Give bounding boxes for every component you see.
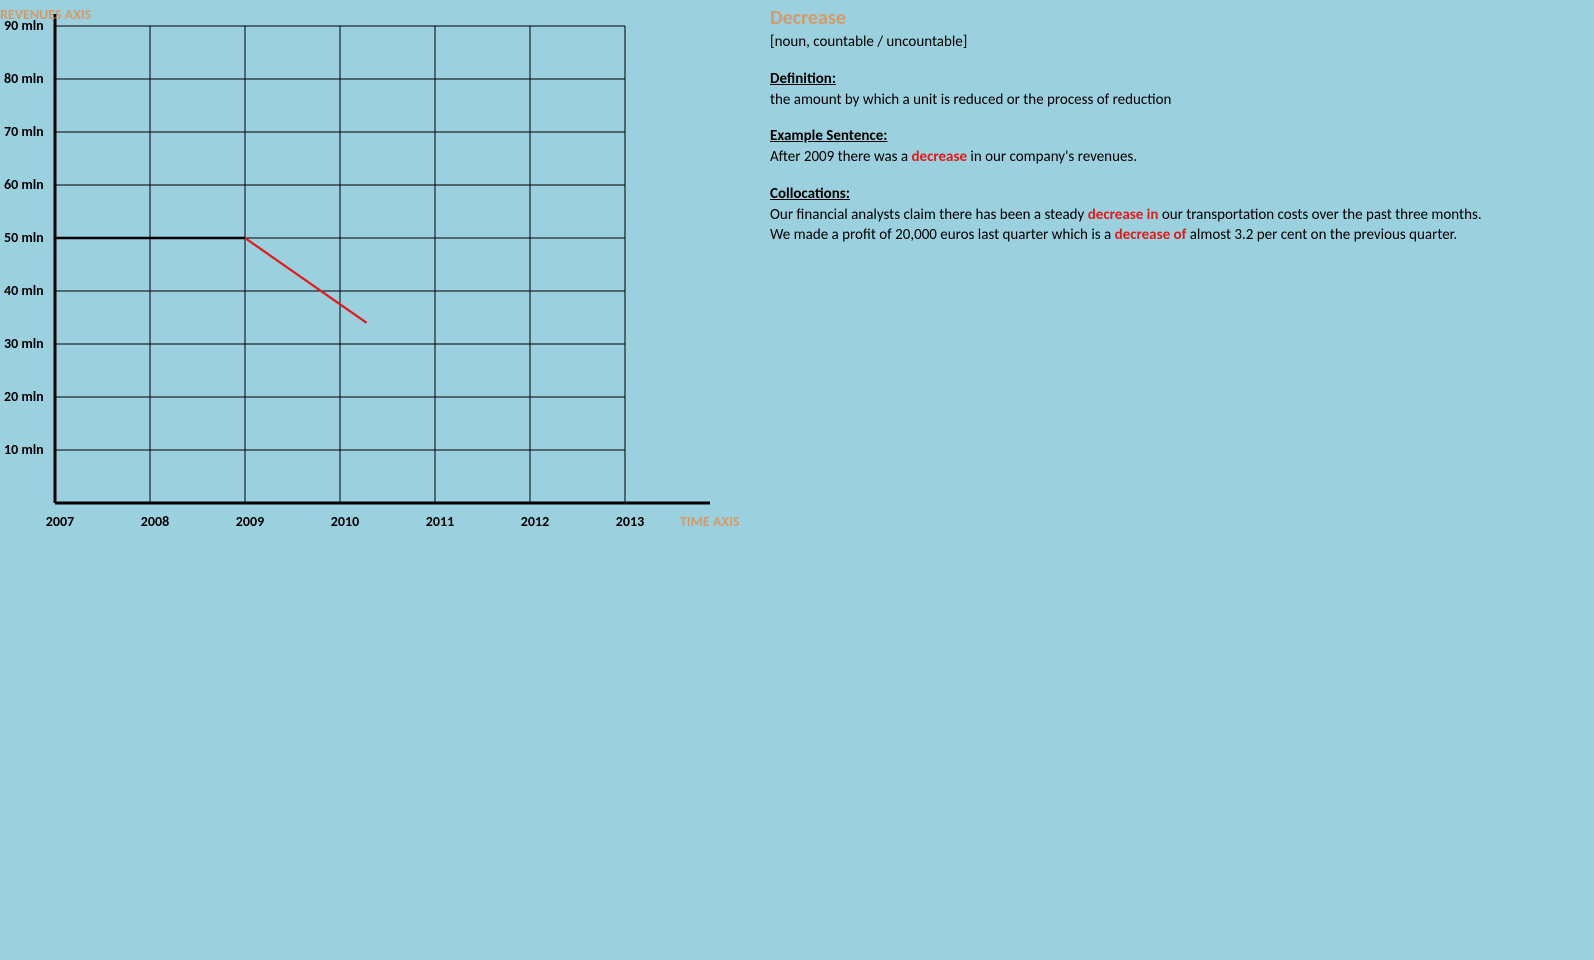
y-tick-label: 10 mln	[4, 441, 44, 458]
x-tick-label: 2010	[320, 513, 370, 530]
collocations-head: Collocations:	[770, 185, 1530, 204]
colloc1-post: our transportation costs over the past t…	[1158, 206, 1481, 224]
y-tick-label: 20 mln	[4, 388, 44, 405]
x-axis-title: TIME AXIS	[680, 513, 739, 530]
y-tick-label: 60 mln	[4, 176, 44, 193]
x-tick-label: 2009	[225, 513, 275, 530]
example-head: Example Sentence:	[770, 127, 1530, 146]
chart-svg	[0, 0, 740, 540]
word-title: Decrease	[770, 6, 1530, 31]
colloc2-highlight: decrease of	[1115, 226, 1187, 244]
definition-body: the amount by which a unit is reduced or…	[770, 91, 1530, 110]
x-tick-label: 2007	[35, 513, 85, 530]
chart-area: 10 mln 20 mln 30 mln 40 mln 50 mln 60 mln 70 m…	[0, 0, 700, 540]
y-tick-label: 40 mln	[4, 282, 44, 299]
colloc2-post: almost 3.2 per cent on the previous quar…	[1186, 226, 1457, 244]
definition-head: Definition:	[770, 70, 1530, 89]
colloc2-pre: We made a profit of 20,000 euros last qu…	[770, 226, 1115, 244]
y-tick-label: 50 mln	[4, 229, 44, 246]
collocation-2: We made a profit of 20,000 euros last qu…	[770, 226, 1530, 245]
y-axis-title: REVENUES AXIS	[0, 6, 91, 23]
y-tick-label: 70 mln	[4, 123, 44, 140]
x-tick-label: 2008	[130, 513, 180, 530]
colloc1-highlight: decrease in	[1088, 206, 1159, 224]
colloc1-pre: Our financial analysts claim there has b…	[770, 206, 1088, 224]
collocation-1: Our financial analysts claim there has b…	[770, 206, 1530, 225]
example-pre: After 2009 there was a	[770, 148, 911, 166]
y-tick-label: 80 mln	[4, 70, 44, 87]
example-sentence: After 2009 there was a decrease in our c…	[770, 148, 1530, 167]
x-tick-label: 2013	[605, 513, 655, 530]
example-highlight: decrease	[911, 148, 967, 166]
part-of-speech: [noun, countable / uncountable]	[770, 33, 1530, 52]
example-post: in our company's revenues.	[967, 148, 1137, 166]
definition-panel: Decrease [noun, countable / uncountable]…	[770, 6, 1530, 245]
x-tick-label: 2011	[415, 513, 465, 530]
y-tick-label: 30 mln	[4, 335, 44, 352]
x-tick-label: 2012	[510, 513, 560, 530]
